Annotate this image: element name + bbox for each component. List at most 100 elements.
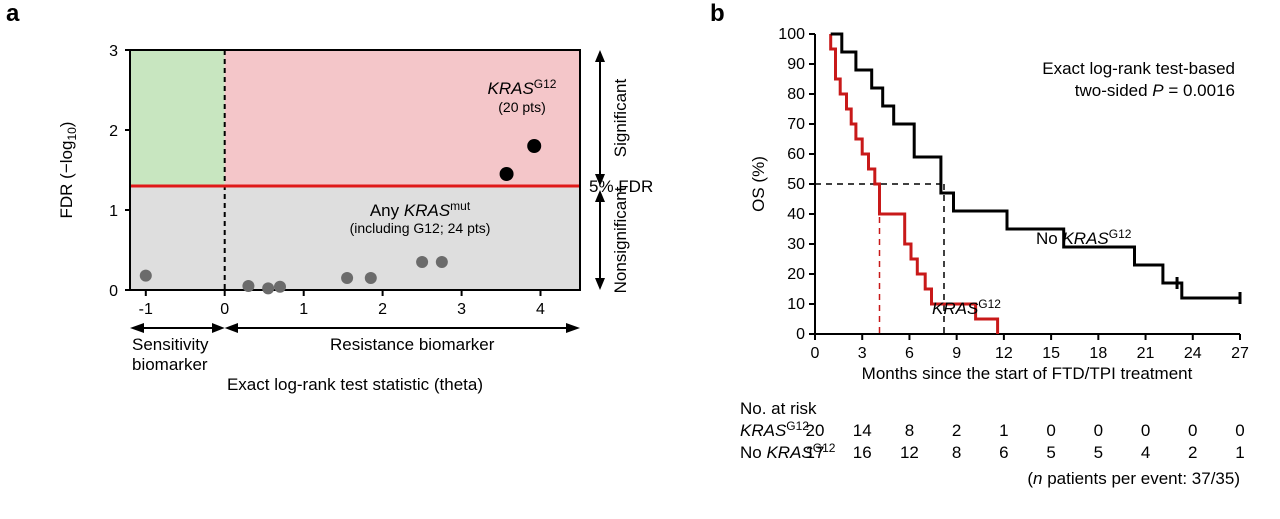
xtick: 3	[858, 345, 867, 362]
xtick: 12	[995, 345, 1013, 362]
ytick: 60	[787, 146, 805, 163]
risk-value: 17	[806, 443, 825, 462]
ytick: 40	[787, 206, 805, 223]
risk-row-1-values: 20 14 8 2 1 0 0 0 0 0	[806, 421, 1245, 440]
grey-point	[262, 282, 274, 294]
risk-value: 1	[999, 421, 1008, 440]
panel-b: 0102030405060708090100 0369121518212427 …	[740, 14, 1270, 514]
risk-value: 0	[1094, 421, 1103, 440]
ytick: 30	[787, 236, 805, 253]
black-point	[500, 167, 514, 181]
region-pink	[225, 50, 580, 186]
xtick-4: 3	[457, 301, 466, 318]
risk-value: 0	[1188, 421, 1197, 440]
resistance-label: Resistance biomarker	[330, 335, 495, 354]
ytick: 0	[796, 326, 805, 343]
xtick: 0	[811, 345, 820, 362]
xtick: 6	[905, 345, 914, 362]
panel-b-svg: 0102030405060708090100 0369121518212427 …	[740, 14, 1270, 514]
xtick: 21	[1137, 345, 1155, 362]
ytick-3: 3	[109, 43, 118, 60]
panel-b-ylabel: OS (%)	[749, 156, 768, 212]
panel-a-ylabel: FDR (−log10)	[57, 122, 79, 219]
ytick: 10	[787, 296, 805, 313]
risk-row-2-values: 17 16 12 8 6 5 5 4 2 1	[806, 443, 1245, 462]
pvalue-line1: Exact log-rank test-based	[1042, 59, 1235, 78]
risk-value: 2	[1188, 443, 1197, 462]
risk-value: 8	[952, 443, 961, 462]
panel-b-label: b	[710, 0, 725, 28]
pvalue-line2: two-sided P = 0.0016	[1075, 81, 1235, 100]
xtick: 27	[1231, 345, 1249, 362]
curve-label-no-kras: No KRASG12	[1036, 227, 1132, 248]
km-censor-marks	[1177, 277, 1240, 304]
ytick-1: 1	[109, 203, 118, 220]
biomarker-arrows	[130, 323, 580, 333]
sensitivity-label-2: biomarker	[132, 355, 208, 374]
risk-value: 12	[900, 443, 919, 462]
risk-footer: (n patients per event: 37/35)	[1027, 469, 1240, 488]
grey-point	[274, 281, 286, 293]
risk-value: 14	[853, 421, 872, 440]
nonsignificant-label: Nonsignificant	[611, 186, 630, 293]
panel-a-yticks: 0 1 2 3	[109, 43, 130, 300]
panel-b-xticks: 0 3 6 9 12 15 18 21 24 27	[811, 334, 1249, 362]
xtick: 9	[952, 345, 961, 362]
curve-label-kras: KRASG12	[932, 297, 1001, 318]
risk-value: 5	[1094, 443, 1103, 462]
any-kras-sublabel: (including G12; 24 pts)	[350, 220, 491, 236]
black-point	[527, 139, 541, 153]
ytick-2: 2	[109, 123, 118, 140]
grey-point	[140, 270, 152, 282]
panel-b-plot: 0102030405060708090100 0369121518212427 …	[749, 26, 1249, 383]
risk-value: 0	[1141, 421, 1150, 440]
panel-a-label: a	[6, 0, 19, 28]
risk-value: 20	[806, 421, 825, 440]
risk-value: 2	[952, 421, 961, 440]
significant-label: Significant	[611, 79, 630, 158]
risk-value: 1	[1235, 443, 1244, 462]
panel-a-xlabel: Exact log-rank test statistic (theta)	[227, 375, 483, 394]
grey-point	[341, 272, 353, 284]
risk-table: No. at risk KRASG12 No KRASG12 201482100…	[740, 399, 1245, 488]
risk-value: 0	[1235, 421, 1244, 440]
xtick: 24	[1184, 345, 1202, 362]
xtick-3: 2	[378, 301, 387, 318]
risk-value: 5	[1046, 443, 1055, 462]
panel-a: 0 1 2 3 -1 0 1	[40, 20, 660, 440]
xtick-0: -1	[139, 301, 153, 318]
ytick: 20	[787, 266, 805, 283]
figure-container: a	[0, 0, 1280, 519]
panel-b-xlabel: Months since the start of FTD/TPI treatm…	[862, 364, 1193, 383]
panel-a-xticks: -1 0 1 2 3 4	[139, 290, 545, 318]
risk-row1-label: KRASG12	[740, 419, 809, 440]
risk-value: 4	[1141, 443, 1150, 462]
risk-value: 0	[1046, 421, 1055, 440]
grey-point	[365, 272, 377, 284]
panel-a-plot: 0 1 2 3 -1 0 1	[57, 43, 653, 394]
ytick: 80	[787, 86, 805, 103]
kras-g12-sublabel: (20 pts)	[498, 99, 545, 115]
xtick: 18	[1089, 345, 1107, 362]
sensitivity-label-1: Sensitivity	[132, 335, 209, 354]
ytick: 100	[778, 26, 805, 43]
ytick-0: 0	[109, 283, 118, 300]
risk-title: No. at risk	[740, 399, 817, 418]
panel-b-yticks: 0102030405060708090100	[778, 26, 815, 343]
xtick-2: 1	[299, 301, 308, 318]
significance-arrows	[595, 50, 605, 290]
risk-value: 8	[905, 421, 914, 440]
xtick-5: 4	[536, 301, 545, 318]
xtick: 15	[1042, 345, 1060, 362]
risk-value: 6	[999, 443, 1008, 462]
ytick: 90	[787, 56, 805, 73]
risk-value: 16	[853, 443, 872, 462]
xtick-1: 0	[220, 301, 229, 318]
grey-point	[416, 256, 428, 268]
grey-point	[242, 280, 254, 292]
region-green	[130, 50, 225, 186]
region-grey	[130, 186, 580, 290]
ytick: 50	[787, 176, 805, 193]
panel-a-svg: 0 1 2 3 -1 0 1	[40, 20, 660, 440]
grey-point	[436, 256, 448, 268]
